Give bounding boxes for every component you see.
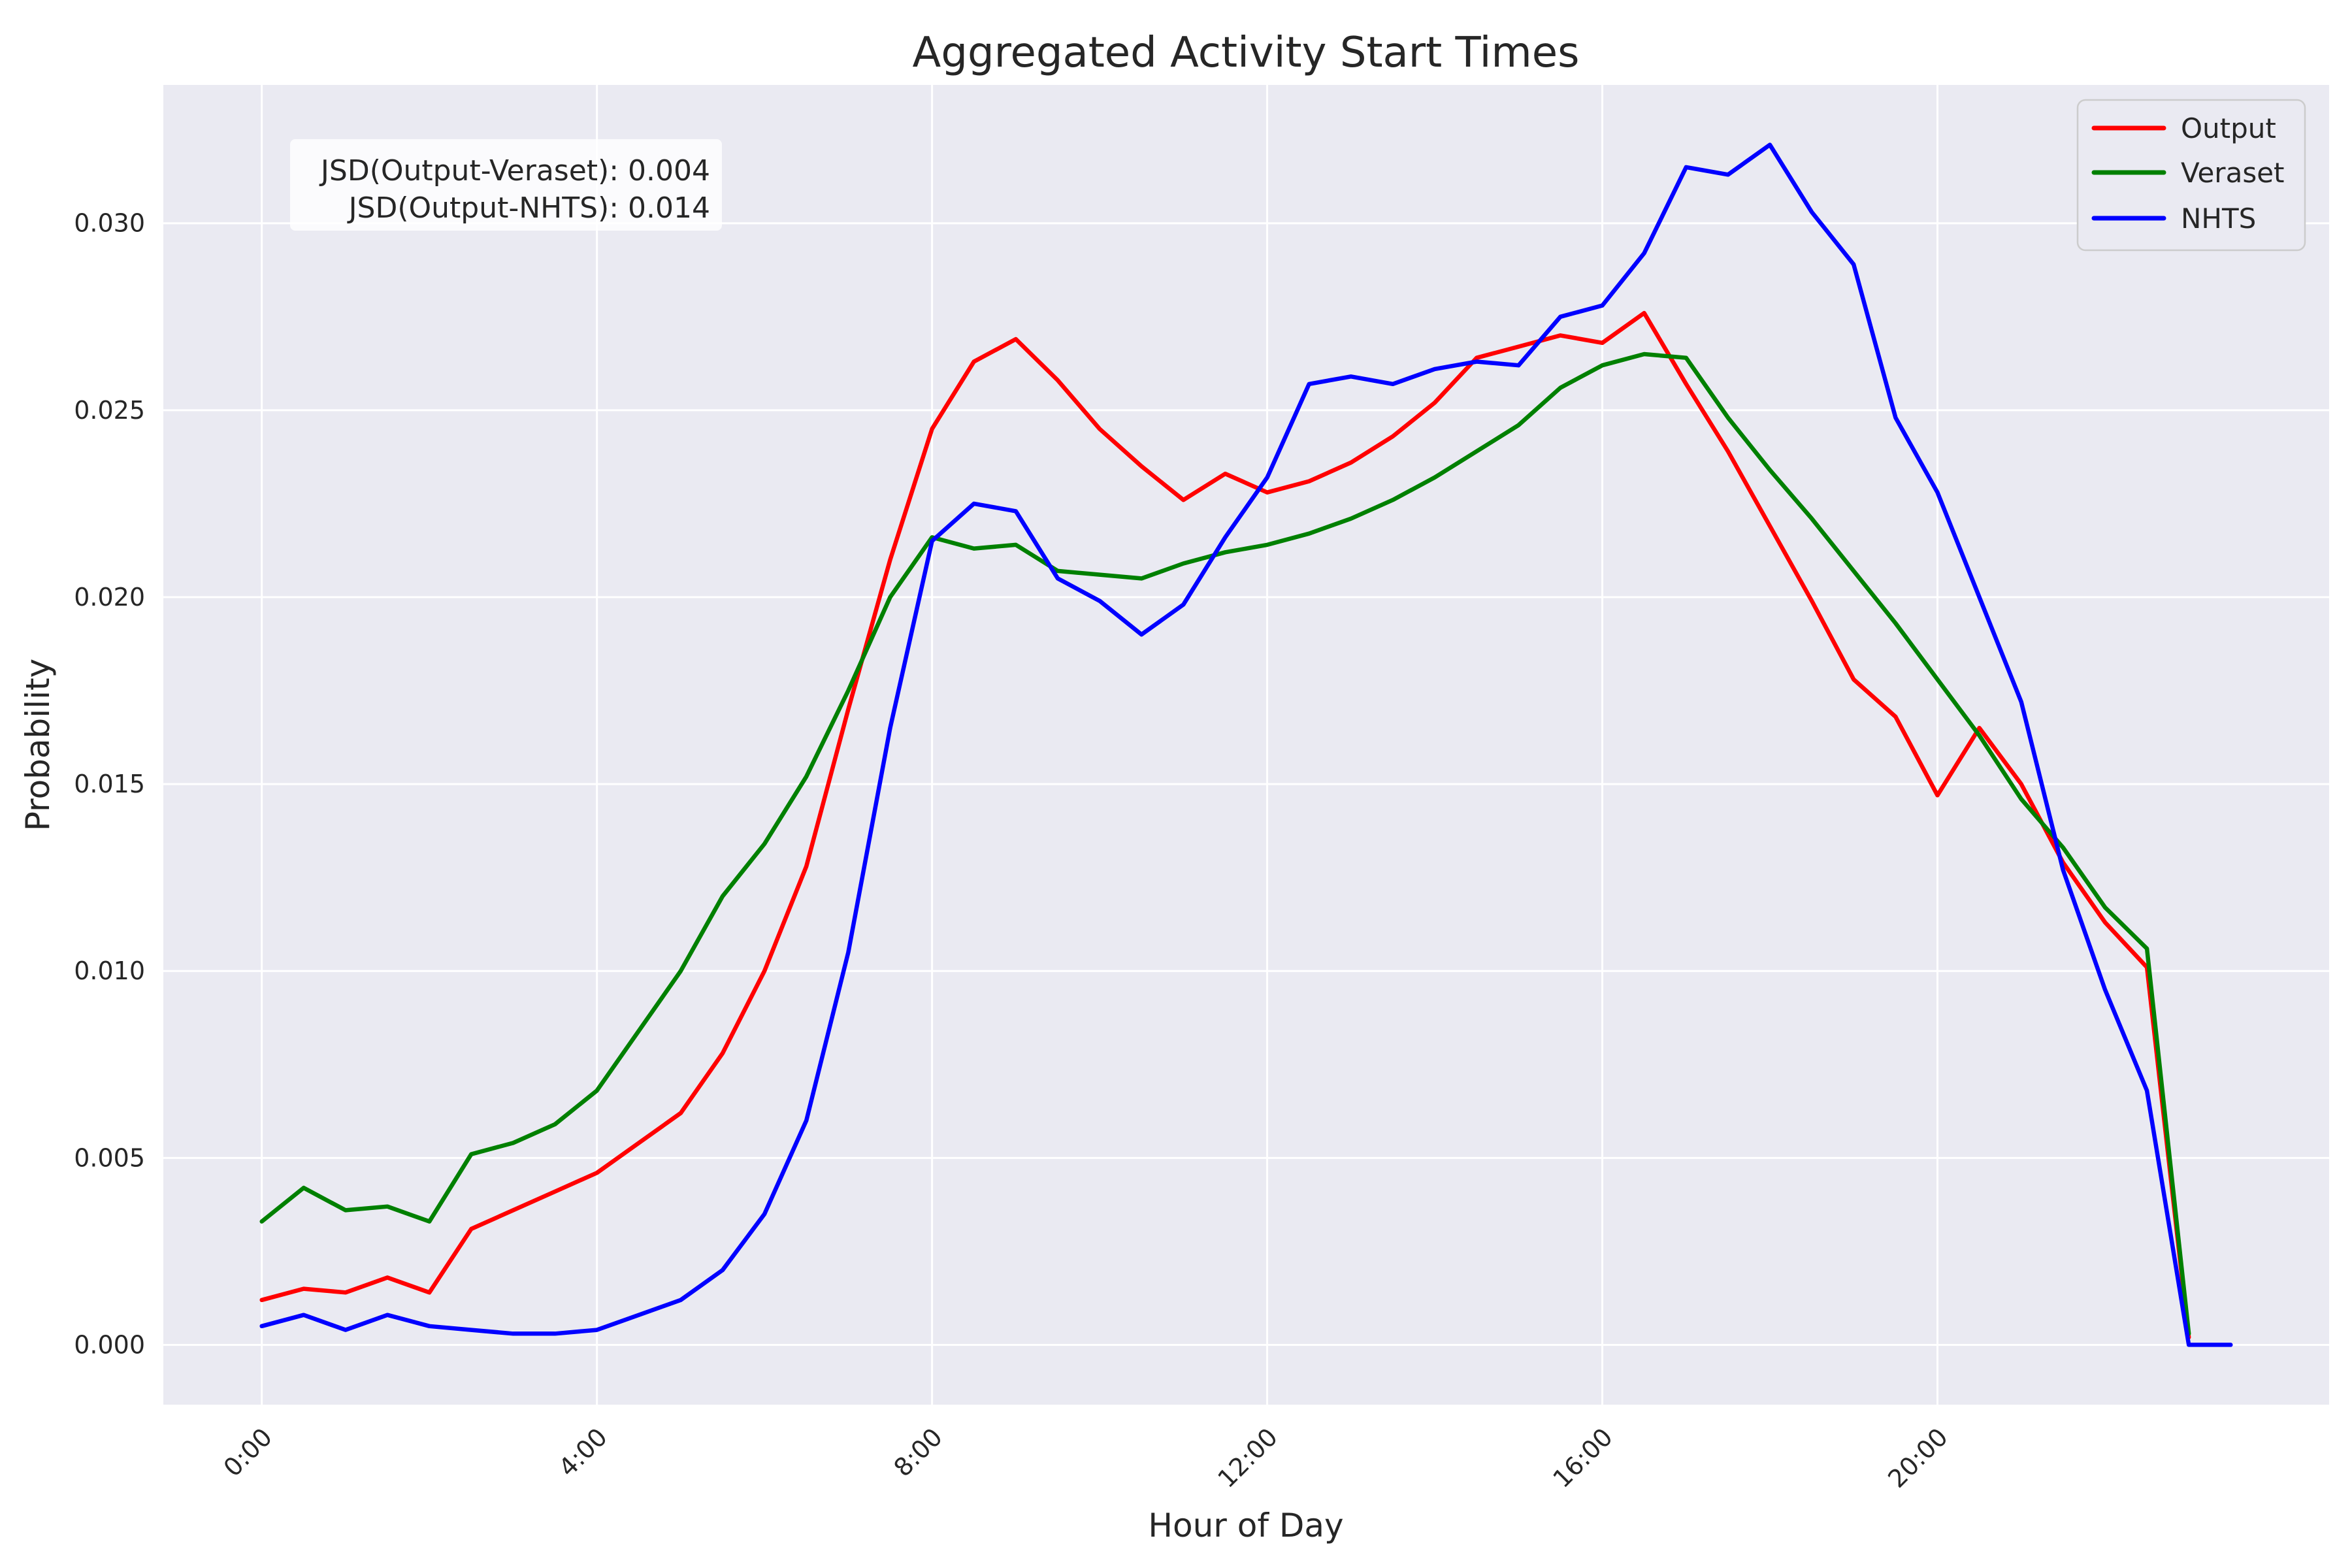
y-tick-label: 0.010 [74,956,145,985]
y-tick-label: 0.000 [74,1330,145,1359]
x-tick-label: 16:00 [1547,1422,1618,1494]
legend-label-nhts: NHTS [2181,203,2256,235]
x-tick-label: 12:00 [1212,1422,1283,1494]
legend-box [2076,99,2306,252]
series-lines [259,142,2233,1347]
legend: Output Veraset NHTS [2076,99,2306,252]
series-line-output [259,310,2191,1340]
y-tick-label: 0.020 [74,583,145,612]
plot-area [163,85,2329,1405]
y-tick-labels: 0.000 0.005 0.010 0.015 0.020 0.025 0.030 [74,209,145,1360]
jsd-output-veraset: JSD(Output-Veraset): 0.004 [319,154,710,188]
x-tick-label: 0:00 [218,1422,278,1482]
x-tick-labels: 0:00 4:00 8:00 12:00 16:00 20:00 [218,1422,1953,1494]
series-line-veraset [259,351,2191,1336]
chart-title: Aggregated Activity Start Times [913,29,1580,77]
jsd-annotation-box [290,139,722,231]
x-axis-label: Hour of Day [1148,1507,1343,1544]
y-tick-label: 0.015 [74,770,145,798]
x-tick-label: 8:00 [889,1422,948,1482]
y-tick-label: 0.005 [74,1143,145,1172]
series-line-nhts [259,142,2233,1347]
x-tick-label: 4:00 [553,1422,613,1482]
legend-label-veraset: Veraset [2181,157,2285,189]
x-tick-label: 20:00 [1882,1422,1953,1494]
y-axis-label: Probability [19,659,57,831]
jsd-output-nhts: JSD(Output-NHTS): 0.014 [347,191,710,225]
y-tick-label: 0.025 [74,396,145,425]
jsd-annotation: JSD(Output-Veraset): 0.004 JSD(Output-NH… [290,139,722,231]
y-tick-label: 0.030 [74,209,145,238]
legend-label-output: Output [2181,112,2276,144]
